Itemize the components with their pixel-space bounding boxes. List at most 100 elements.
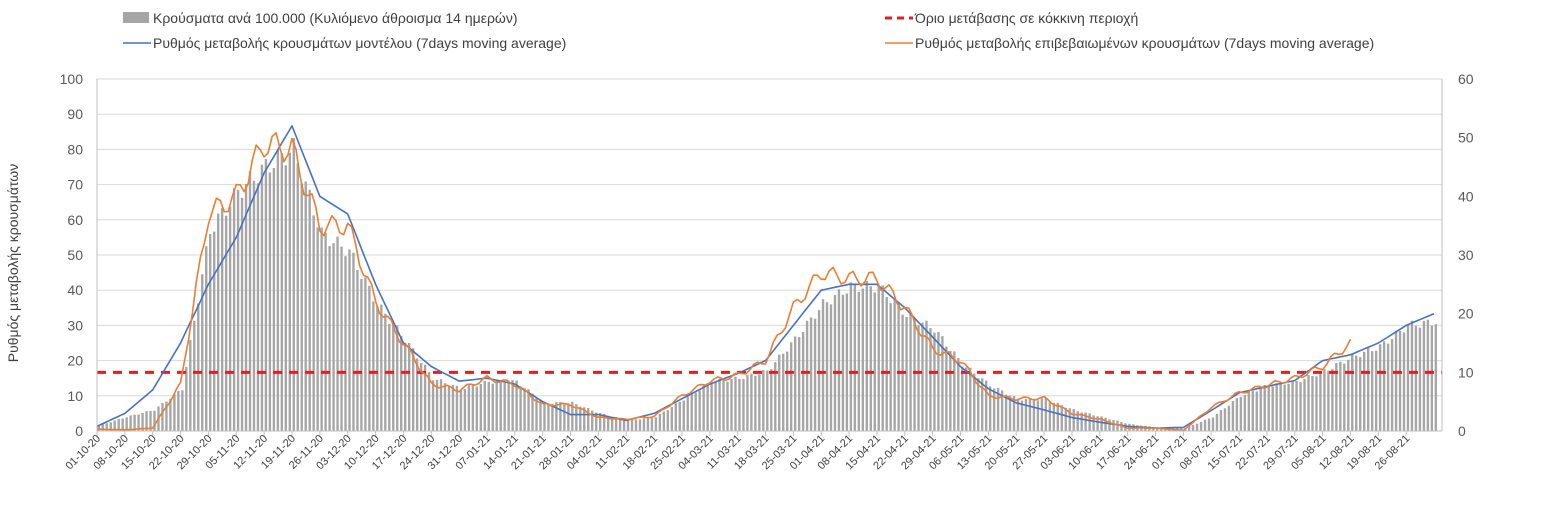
bar: [1116, 420, 1119, 431]
bar: [1382, 341, 1386, 431]
bar: [726, 381, 729, 431]
bar: [1370, 351, 1374, 431]
bar: [1036, 400, 1040, 431]
bar: [996, 387, 1000, 431]
bar: [845, 293, 849, 431]
bar: [567, 403, 570, 431]
legend-label: Κρούσματα ανά 100.000 (Κυλιόμενο άθροισμ…: [153, 10, 518, 26]
model-rate-line: [96, 125, 1435, 429]
bar: [1355, 355, 1358, 431]
bar: [300, 183, 303, 431]
bar: [1040, 398, 1044, 431]
bar: [248, 171, 252, 432]
bar: [869, 286, 872, 431]
bar: [1291, 380, 1294, 431]
bar: [1335, 363, 1338, 431]
bar: [786, 351, 789, 431]
bar: [829, 304, 833, 431]
bar: [1092, 415, 1095, 431]
bar: [1275, 383, 1278, 431]
bar: [220, 208, 224, 431]
bar: [1398, 330, 1402, 431]
bar: [698, 390, 701, 431]
bar: [587, 408, 590, 431]
bar: [173, 393, 176, 431]
bar: [1012, 395, 1016, 431]
bar: [1152, 427, 1155, 431]
bar: [1203, 419, 1207, 431]
bar: [256, 183, 260, 431]
y-axis-title: Ρυθμός μεταβολής κρουσμάτων: [5, 164, 21, 362]
bar: [1016, 399, 1020, 431]
bar: [710, 383, 713, 431]
bar: [945, 346, 948, 431]
bar: [1235, 397, 1239, 431]
bar: [1323, 369, 1326, 431]
bar: [1418, 327, 1422, 431]
bar: [356, 269, 359, 431]
bar: [348, 249, 351, 431]
bar: [240, 197, 244, 431]
bar: [1199, 421, 1203, 431]
bar: [193, 320, 196, 431]
bar: [97, 425, 100, 431]
bar: [1311, 375, 1314, 431]
bar: [388, 323, 391, 431]
bar: [539, 399, 542, 431]
bar: [969, 367, 972, 431]
bar: [789, 342, 793, 431]
bar: [1271, 386, 1274, 431]
bar: [602, 413, 606, 431]
bar: [1366, 348, 1370, 431]
bar: [555, 402, 558, 431]
bar: [1048, 401, 1052, 431]
bar: [268, 172, 272, 431]
bar: [121, 418, 124, 431]
bar: [821, 299, 825, 431]
bar: [766, 370, 769, 431]
bar: [1080, 412, 1083, 431]
bar: [1279, 382, 1282, 431]
bar: [1187, 426, 1191, 431]
bar: [328, 246, 331, 431]
y2-tick-label: 10: [1458, 364, 1474, 380]
bar: [598, 413, 602, 431]
bar: [400, 335, 403, 431]
bar: [642, 418, 646, 431]
bar: [153, 410, 156, 431]
bar: [1215, 413, 1219, 431]
bar: [694, 392, 697, 431]
bar: [232, 188, 236, 431]
bar: [563, 403, 566, 431]
bar: [523, 388, 526, 431]
bar: [622, 419, 626, 431]
bar: [977, 378, 980, 431]
bar: [682, 400, 685, 431]
bar: [535, 398, 538, 431]
bar: [280, 153, 284, 431]
bar: [1096, 416, 1099, 431]
bar: [646, 417, 650, 431]
bar: [861, 288, 865, 431]
y-tick-label: 10: [67, 388, 83, 404]
bar: [650, 417, 654, 431]
bar: [145, 411, 148, 431]
bar: [738, 378, 741, 431]
y-tick-label: 50: [67, 247, 83, 263]
bar: [1044, 398, 1048, 431]
bar: [272, 168, 276, 431]
bar: [503, 382, 506, 431]
bar: [805, 320, 809, 431]
bar: [965, 367, 968, 431]
bar: [336, 236, 339, 431]
bar: [984, 380, 988, 431]
bar: [312, 215, 315, 431]
bar: [853, 283, 857, 431]
bar: [658, 413, 662, 431]
bar: [865, 281, 868, 431]
bar: [889, 303, 892, 431]
bar: [475, 386, 479, 431]
bar: [1227, 405, 1231, 431]
bar: [583, 407, 586, 431]
